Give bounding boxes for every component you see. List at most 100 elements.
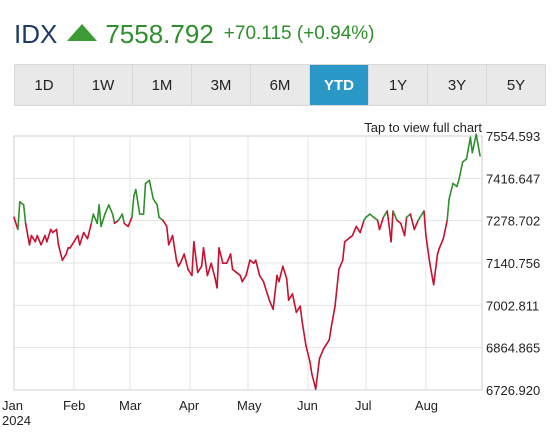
tab-3m[interactable]: 3M [192, 65, 251, 105]
series-line-segment [355, 225, 361, 234]
series-line-segment [158, 216, 164, 222]
series-line-segment [22, 204, 27, 225]
series-line-segment [446, 197, 450, 222]
series-line-segment [428, 262, 435, 286]
series-line-segment [436, 247, 441, 255]
price-chart[interactable]: 7554.593 7416.647 7278.702 7140.756 7002.811… [0, 130, 560, 439]
series-line-segment [127, 216, 133, 228]
series-line-segment [142, 182, 147, 215]
series-line-segment [399, 222, 406, 237]
series-line-segment [266, 293, 271, 301]
series-line-segment [249, 259, 255, 265]
series-line-segment [229, 253, 234, 271]
series-line-segment [423, 210, 427, 237]
tab-6m[interactable]: 6M [251, 65, 310, 105]
series-line-segment [46, 228, 52, 243]
series-line-segment [183, 253, 189, 271]
series-line-segment [369, 213, 375, 218]
tab-3y[interactable]: 3Y [428, 65, 487, 105]
series-line-segment [390, 210, 394, 243]
x-tick-label: May [237, 398, 262, 413]
full-chart-hint[interactable]: Tap to view full chart [364, 120, 482, 135]
series-line-segment [86, 222, 93, 240]
x-tick-label: Feb [63, 398, 85, 413]
series-line-segment [36, 234, 42, 246]
x-tick-year: 2024 [2, 413, 31, 428]
series-line-segment [165, 225, 170, 246]
x-tick-label: Apr [179, 398, 200, 413]
price-change: +70.115 (+0.94%) [223, 23, 375, 44]
tab-1y[interactable]: 1Y [369, 65, 428, 105]
series-line-segment [469, 136, 474, 154]
series-line-segment [386, 210, 392, 243]
series-line-segment [457, 161, 464, 182]
series-line-segment [57, 244, 64, 261]
series-line-segment [117, 213, 124, 222]
series-line-segment [351, 225, 358, 237]
tab-ytd[interactable]: YTD [310, 65, 369, 105]
series-line-segment [291, 293, 298, 314]
series-line-segment [378, 216, 385, 231]
series-line-segment [90, 213, 95, 225]
series-line-segment [287, 293, 294, 301]
series-line-segment [324, 339, 331, 347]
series-line-segment [111, 213, 116, 225]
series-line-segment [191, 240, 195, 277]
series-line-segment [167, 234, 174, 246]
series-line-segment [309, 360, 313, 375]
series-line-segment [175, 259, 180, 268]
series-line-segment [471, 133, 477, 154]
series-line-segment [239, 274, 243, 283]
series-line-segment [448, 182, 454, 200]
x-tick-label: Jul [355, 398, 372, 413]
tab-1d[interactable]: 1D [15, 65, 74, 105]
series-line-segment [425, 234, 431, 265]
series-line-segment [65, 247, 69, 255]
series-line-segment [299, 305, 303, 323]
series-line-segment [19, 201, 25, 206]
series-line-segment [231, 268, 238, 274]
series-line-segment [254, 259, 261, 277]
tab-1w[interactable]: 1W [74, 65, 133, 105]
y-tick-label: 6726.920 [486, 383, 540, 398]
y-tick-label: 7416.647 [486, 171, 540, 186]
series-line-segment [403, 216, 408, 237]
range-tabs: 1D 1W 1M 3M 6M YTD 1Y 3Y 5Y [14, 64, 546, 106]
tab-1m[interactable]: 1M [133, 65, 192, 105]
series-line-segment [28, 234, 33, 246]
series-line-segment [372, 216, 379, 222]
series-line-segment [156, 204, 160, 218]
series-line-segment [241, 274, 247, 283]
series-line-segment [318, 348, 325, 360]
series-line-segment [218, 247, 224, 265]
series-line-segment [202, 247, 209, 277]
series-line-segment [193, 240, 199, 274]
y-tick-label: 7140.756 [486, 256, 540, 271]
series-line-segment [196, 265, 203, 274]
tab-5y[interactable]: 5Y [487, 65, 545, 105]
series-line-segment [359, 219, 365, 234]
series-line-segment [78, 231, 85, 246]
series-line-segment [69, 240, 75, 249]
x-tick-label: Aug [415, 398, 438, 413]
series-line-segment [305, 345, 311, 363]
series-line-segment [152, 197, 158, 206]
series-line-segment [432, 253, 439, 286]
series-line-segment [475, 133, 481, 157]
series-line-segment [61, 253, 68, 261]
series-line-segment [343, 237, 350, 243]
series-line-segment [210, 262, 216, 280]
series-line-segment [262, 280, 269, 295]
series-line-segment [347, 234, 354, 240]
series-line-segment [413, 219, 419, 231]
series-line-segment [113, 219, 120, 225]
series-line-segment [171, 234, 178, 261]
series-line-segment [55, 228, 60, 246]
series-line-segment [148, 179, 155, 200]
series-line-segment [301, 320, 307, 347]
y-tick-label: 7002.811 [486, 298, 539, 313]
series-line-segment [135, 188, 141, 215]
ticker-symbol: IDX [14, 18, 58, 49]
series-line-segment [104, 204, 110, 215]
x-tick-label: Mar [119, 398, 142, 413]
